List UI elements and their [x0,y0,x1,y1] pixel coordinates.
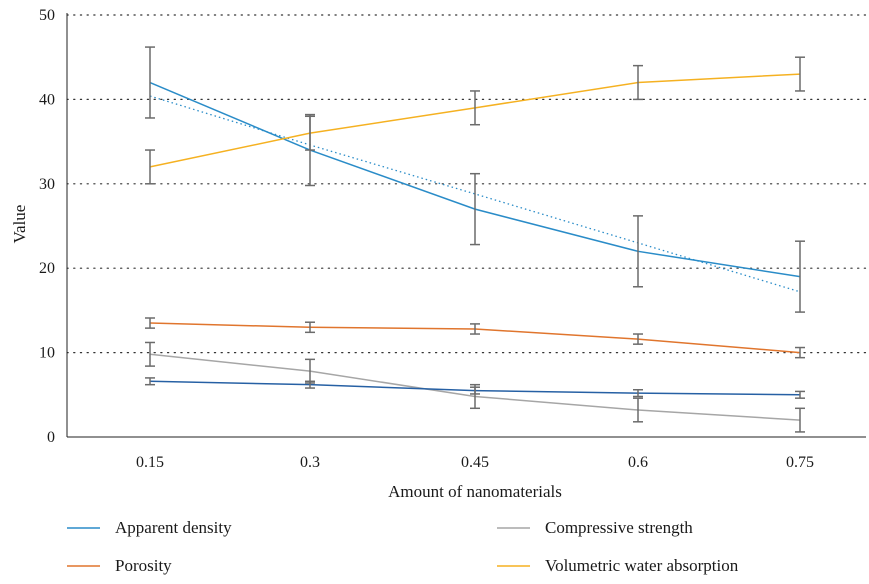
x-tick-label-0.15: 0.15 [136,454,164,471]
legend-item-compressive-strength: Compressive strength [497,518,693,537]
x-tick-label-0.6: 0.6 [628,454,648,471]
axes [66,13,866,438]
error-bar [145,149,155,185]
legend-label-porosity: Porosity [115,556,172,575]
error-bar [795,407,805,433]
error-bar [305,380,315,389]
legend-label-compressive-strength: Compressive strength [545,518,693,537]
error-bar [145,46,155,119]
legend-item-volumetric-water-absorption: Volumetric water absorption [497,556,739,575]
error-bar [145,341,155,367]
error-bar [145,377,155,386]
x-axis-title: Amount of nanomaterials [388,482,562,501]
error-bar [145,317,155,329]
error-bar [795,346,805,359]
y-tick-labels: 0 10 20 30 40 50 [39,7,55,446]
error-bar [470,90,480,126]
x-tick-labels: 0.15 0.3 0.45 0.6 0.75 [136,454,814,471]
x-tick-label-0.45: 0.45 [461,454,489,471]
error-bar [633,397,643,423]
error-bar [795,240,805,313]
error-bar [795,390,805,399]
y-axis-title: Value [10,205,29,244]
error-bar [305,321,315,334]
error-bar [795,56,805,92]
legend: Apparent density Compressive strength Poro… [67,518,739,575]
series-lines [149,73,801,421]
error-bar [305,115,315,151]
legend-label-apparent-density: Apparent density [115,518,232,537]
error-bar [633,388,643,398]
error-bars [145,46,805,433]
x-tick-label-0.75: 0.75 [786,454,814,471]
y-tick-label-0: 0 [47,429,55,446]
legend-label-volumetric-water-absorption: Volumetric water absorption [545,556,739,575]
y-tick-label-10: 10 [39,345,55,362]
error-bar [633,64,643,101]
error-bar [470,323,480,335]
x-tick-label-0.3: 0.3 [300,454,320,471]
error-bar [470,386,480,395]
y-tick-label-50: 50 [39,7,55,24]
gridlines [66,14,867,354]
legend-item-porosity: Porosity [67,556,172,575]
y-tick-label-40: 40 [39,91,55,108]
y-tick-label-20: 20 [39,260,55,277]
error-bar [633,333,643,345]
error-bar [633,215,643,288]
error-bar [470,172,480,246]
legend-item-apparent-density: Apparent density [67,518,232,537]
y-tick-label-30: 30 [39,176,55,193]
